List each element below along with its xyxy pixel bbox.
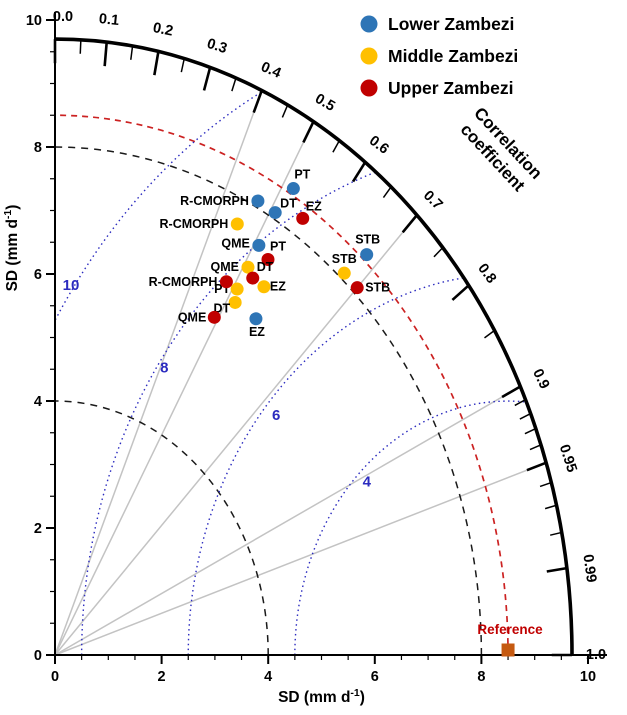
point-lower-zambezi-ez	[249, 312, 263, 326]
y-tick-label-4: 4	[34, 394, 42, 410]
rmsd-arcs	[55, 39, 573, 656]
x-tick-label-8: 8	[477, 669, 485, 685]
correlation-label-0.4: 0.4	[258, 59, 283, 82]
series-upper-zambezi: EZ PT DT R-CMORPH STB QME	[149, 199, 391, 324]
x-tick-label-6: 6	[371, 669, 379, 685]
point-label-qme: QME	[211, 260, 239, 274]
correlation-label-0.7: 0.7	[420, 188, 446, 214]
correlation-tick-labels: 0.0 0.1 0.20.30.40.50.60.70.80.90.950.991.…	[53, 9, 606, 663]
point-upper-zambezi-dt	[246, 271, 260, 285]
legend-marker-lower-zambezi	[360, 15, 378, 33]
rmsd-label-10: 10	[63, 277, 80, 294]
point-middle-zambezi-r-cmorph	[230, 217, 244, 231]
axis-tick-labels: 00 2 2 4 4 6 6 8 8 10 10	[26, 13, 596, 685]
correlation-ticks	[53, 39, 573, 657]
point-middle-zambezi-dt	[228, 295, 242, 309]
y-axis-title: SD (mm d-1)	[2, 205, 21, 292]
point-label-stb: STB	[355, 233, 380, 247]
y-tick-label-10: 10	[26, 13, 42, 29]
reference-marker	[501, 643, 515, 657]
point-label-ez: EZ	[249, 325, 265, 339]
point-label-ez: EZ	[306, 199, 322, 213]
correlation-ray	[54, 461, 547, 656]
correlation-arc	[54, 37, 574, 656]
correlation-label-0.8: 0.8	[474, 261, 499, 287]
correlation-label-0.5: 0.5	[312, 91, 337, 115]
rmsd-labels: 10 8 6 4	[63, 277, 372, 491]
sd-arc-8	[54, 146, 483, 656]
point-label-qme: QME	[178, 310, 206, 324]
legend: Lower Zambezi Middle Zambezi Upper Zambezi	[360, 14, 518, 98]
correlation-label-0.6: 0.6	[366, 133, 392, 158]
point-label-stb: STB	[365, 281, 390, 295]
reference-label: Reference	[477, 622, 543, 637]
x-tick-label-2: 2	[158, 669, 166, 685]
point-upper-zambezi-pt	[261, 253, 275, 267]
point-lower-zambezi-pt	[286, 182, 300, 196]
legend-label-middle-zambezi: Middle Zambezi	[388, 46, 518, 66]
y-tick-label-2: 2	[34, 521, 42, 537]
series-middle-zambezi: R-CMORPH QME PT EZ DT STB	[160, 217, 357, 315]
x-tick-label-10: 10	[580, 669, 596, 685]
correlation-label-0.95: 0.95	[556, 443, 580, 475]
point-label-stb: STB	[332, 252, 357, 266]
point-middle-zambezi-qme	[241, 260, 255, 274]
point-lower-zambezi-dt	[268, 206, 282, 220]
legend-marker-middle-zambezi	[360, 47, 378, 65]
series-lower-zambezi: R-CMORPH DT PT EZ QME STB	[180, 168, 380, 339]
point-middle-zambezi-stb	[337, 266, 351, 280]
point-label-r-cmorph: R-CMORPH	[160, 217, 229, 231]
rmsd-arc-4	[294, 400, 573, 656]
correlation-ray	[54, 90, 263, 656]
point-label-dt: DT	[280, 197, 297, 211]
rmsd-label-4: 4	[363, 474, 372, 491]
x-axis-title: SD (mm d-1)	[278, 687, 365, 706]
point-lower-zambezi-qme	[252, 238, 266, 252]
point-upper-zambezi-qme	[207, 310, 221, 324]
correlation-ray	[54, 385, 521, 656]
reference-sd-arc	[54, 114, 509, 656]
point-label-r-cmorph: R-CMORPH	[180, 194, 249, 208]
point-label-pt: PT	[270, 240, 286, 254]
point-upper-zambezi-r-cmorph	[219, 275, 233, 289]
correlation-label-0.0: 0.0	[53, 9, 73, 25]
y-tick-label-6: 6	[34, 267, 42, 283]
point-label-r-cmorph: R-CMORPH	[149, 275, 218, 289]
point-upper-zambezi-ez	[296, 211, 310, 225]
point-label-dt: DT	[257, 260, 274, 274]
correlation-label-0.99: 0.99	[579, 553, 599, 583]
rmsd-arc-6	[187, 273, 573, 656]
correlation-label-0.3: 0.3	[205, 36, 229, 57]
legend-label-lower-zambezi: Lower Zambezi	[388, 14, 514, 34]
point-label-qme: QME	[221, 236, 249, 250]
point-middle-zambezi-ez	[257, 280, 271, 294]
rmsd-arc-10	[55, 39, 573, 656]
y-tick-label-8: 8	[34, 140, 42, 156]
correlation-label-0.2: 0.2	[151, 20, 174, 40]
axes	[46, 12, 607, 664]
rmsd-label-6: 6	[272, 407, 280, 424]
x-tick-label-4: 4	[264, 669, 272, 685]
point-label-pt: PT	[294, 168, 310, 182]
point-label-ez: EZ	[270, 280, 286, 294]
point-upper-zambezi-stb	[350, 281, 364, 295]
rmsd-label-8: 8	[160, 359, 168, 376]
correlation-axis-title: Correlationcoefficient	[455, 104, 546, 198]
y-tick-label-0: 0	[34, 648, 42, 664]
legend-label-upper-zambezi: Upper Zambezi	[388, 78, 513, 98]
legend-marker-upper-zambezi	[360, 79, 378, 97]
sd-arcs	[54, 114, 509, 656]
correlation-label-0.1: 0.1	[98, 11, 120, 29]
point-lower-zambezi-stb	[360, 248, 374, 262]
correlation-label-0.9: 0.9	[529, 367, 552, 392]
sd-arc-4	[54, 400, 269, 656]
point-middle-zambezi-pt	[230, 282, 244, 296]
point-lower-zambezi-r-cmorph	[251, 194, 265, 208]
x-tick-label-0: 0	[51, 669, 59, 685]
